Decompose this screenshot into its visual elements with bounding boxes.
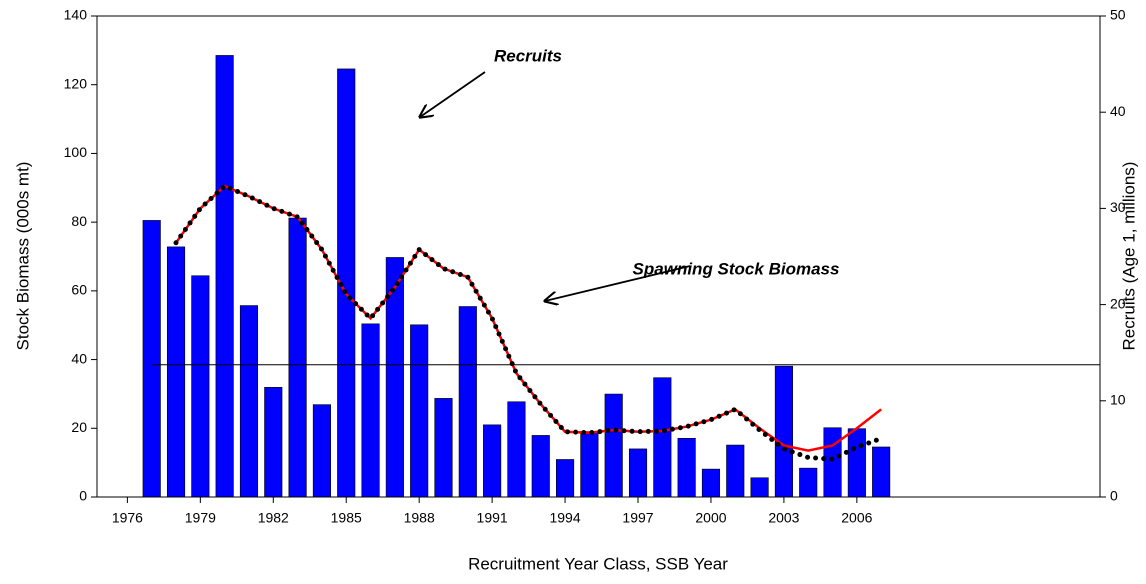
y-tick-label: 40 [71, 350, 87, 366]
y-tick-label: 100 [64, 144, 88, 160]
x-tick-label: 1991 [477, 510, 508, 526]
bar [774, 365, 793, 498]
plot-frame [96, 15, 1101, 498]
x-tick-label: 1979 [185, 510, 216, 526]
y-axis-title: Stock Biomass (000s mt) [13, 162, 32, 351]
x-tick-label: 1997 [622, 510, 653, 526]
y-tick-label: 140 [64, 7, 88, 23]
x-axis-title: Recruitment Year Class, SSB Year [468, 554, 728, 573]
bar [628, 448, 648, 498]
y-tick-label: 0 [79, 488, 87, 504]
annotation: Spawning Stock Biomass [633, 259, 840, 278]
y2-tick-label: 50 [1110, 7, 1126, 23]
bar [580, 431, 599, 498]
bar [312, 404, 331, 498]
annotation: Recruits [494, 46, 562, 65]
x-tick-label: 1985 [331, 510, 362, 526]
bar [142, 220, 161, 498]
bar [288, 217, 307, 498]
bar [872, 446, 891, 498]
bar [556, 459, 575, 498]
bar [604, 393, 623, 498]
y-tick-label: 60 [71, 282, 87, 298]
y2-tick-label: 0 [1110, 488, 1118, 504]
bar [434, 398, 453, 498]
x-tick-label: 1988 [404, 510, 435, 526]
x-tick-label: 2006 [841, 510, 872, 526]
bar [847, 428, 866, 498]
y2-tick-label: 10 [1110, 392, 1126, 408]
bar [653, 377, 672, 498]
bar [361, 323, 380, 498]
bar [677, 438, 696, 498]
y-tick-label: 20 [71, 419, 87, 435]
y2-tick-label: 30 [1110, 199, 1126, 215]
arrow [420, 71, 486, 117]
y2-axis-title: Recruits (Age 1, millions) [1119, 162, 1138, 351]
bar [507, 401, 526, 498]
bar [701, 468, 721, 498]
x-tick-label: 2003 [768, 510, 799, 526]
y-tick-label: 80 [71, 213, 87, 229]
bar [799, 467, 818, 498]
bar [483, 424, 502, 498]
bar [239, 305, 259, 498]
bar [215, 55, 234, 498]
bar [410, 324, 429, 498]
y2-tick-label: 40 [1110, 103, 1126, 119]
x-tick-label: 1976 [112, 510, 143, 526]
bar [726, 444, 745, 498]
x-tick-label: 1994 [549, 510, 580, 526]
x-tick-label: 1982 [258, 510, 289, 526]
bar [750, 477, 769, 498]
y2-tick-label: 20 [1110, 295, 1126, 311]
x-tick-label: 2000 [695, 510, 726, 526]
bar [823, 427, 842, 498]
bar [264, 387, 283, 498]
bar [166, 246, 186, 498]
y-tick-label: 120 [64, 75, 88, 91]
bar [458, 306, 477, 498]
arrow [545, 265, 691, 301]
dotted-line [173, 183, 884, 462]
bar [191, 275, 210, 498]
bar [531, 435, 550, 498]
